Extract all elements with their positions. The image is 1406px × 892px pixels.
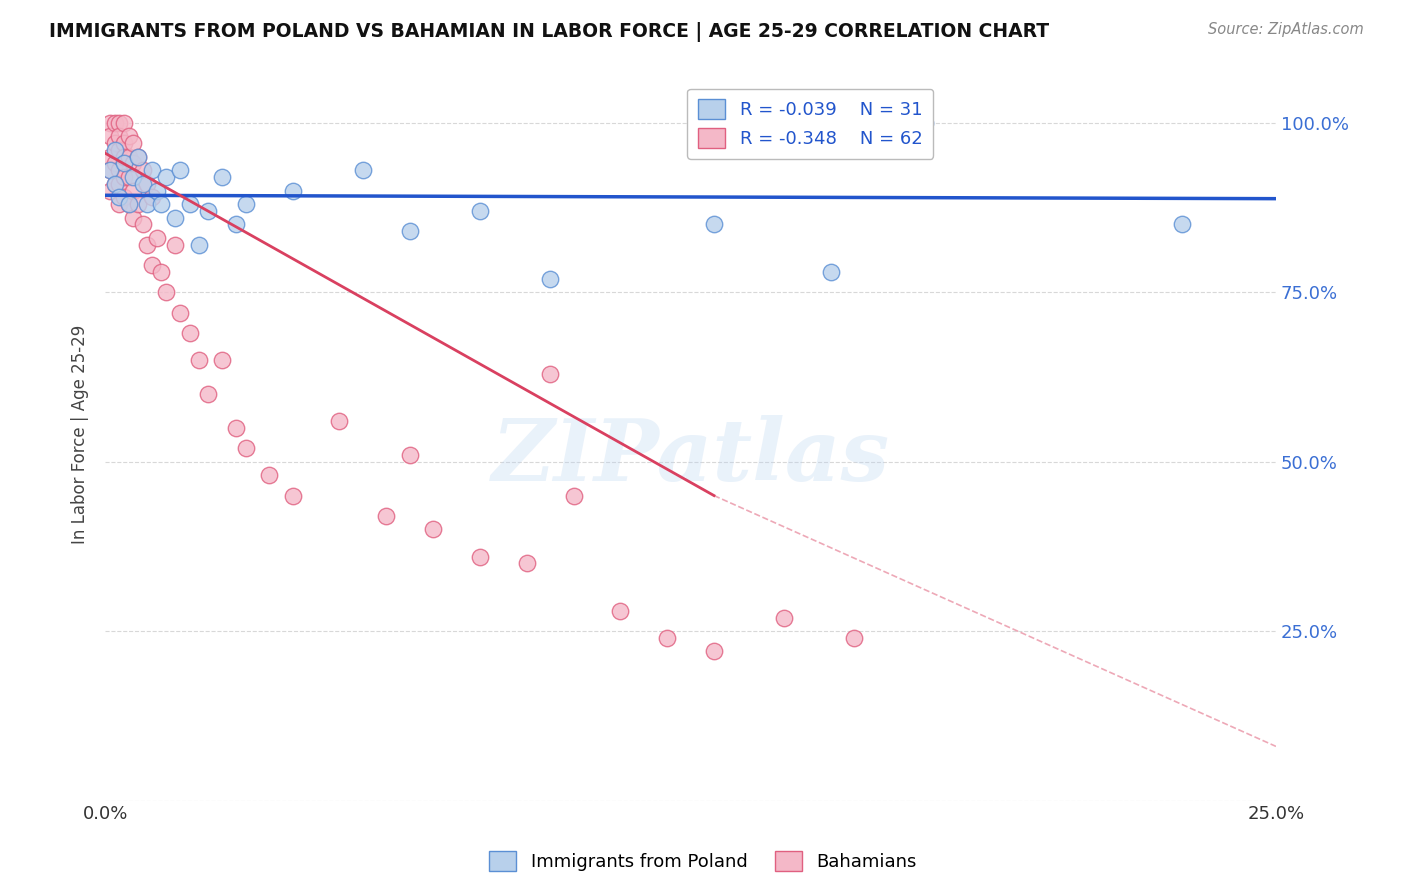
Point	[98, 150, 121, 164]
Point	[131, 177, 153, 191]
Point	[352, 163, 374, 178]
Point	[187, 353, 209, 368]
Point	[117, 129, 139, 144]
Point	[150, 197, 173, 211]
Point	[225, 421, 247, 435]
Point	[257, 468, 280, 483]
Point	[98, 184, 121, 198]
Point	[127, 197, 149, 211]
Point	[98, 116, 121, 130]
Point	[468, 203, 491, 218]
Point	[773, 610, 796, 624]
Point	[169, 163, 191, 178]
Point	[103, 116, 125, 130]
Point	[187, 237, 209, 252]
Point	[127, 150, 149, 164]
Point	[122, 156, 145, 170]
Point	[136, 237, 159, 252]
Point	[398, 224, 420, 238]
Point	[235, 197, 257, 211]
Point	[108, 143, 131, 157]
Point	[538, 271, 561, 285]
Point	[328, 414, 350, 428]
Point	[131, 218, 153, 232]
Point	[155, 285, 177, 300]
Point	[108, 116, 131, 130]
Point	[103, 156, 125, 170]
Point	[108, 177, 131, 191]
Point	[112, 150, 135, 164]
Point	[103, 177, 125, 191]
Text: IMMIGRANTS FROM POLAND VS BAHAMIAN IN LABOR FORCE | AGE 25-29 CORRELATION CHART: IMMIGRANTS FROM POLAND VS BAHAMIAN IN LA…	[49, 22, 1049, 42]
Point	[703, 644, 725, 658]
Point	[165, 237, 187, 252]
Point	[122, 136, 145, 150]
Point	[117, 169, 139, 184]
Legend: Immigrants from Poland, Bahamians: Immigrants from Poland, Bahamians	[482, 844, 924, 879]
Point	[197, 203, 219, 218]
Point	[562, 489, 585, 503]
Point	[281, 489, 304, 503]
Point	[112, 116, 135, 130]
Point	[197, 387, 219, 401]
Point	[108, 197, 131, 211]
Point	[98, 163, 121, 178]
Point	[131, 163, 153, 178]
Point	[375, 508, 398, 523]
Point	[225, 218, 247, 232]
Point	[145, 231, 167, 245]
Point	[609, 604, 631, 618]
Point	[112, 190, 135, 204]
Point	[122, 184, 145, 198]
Legend: R = -0.039    N = 31, R = -0.348    N = 62: R = -0.039 N = 31, R = -0.348 N = 62	[688, 88, 934, 159]
Point	[112, 136, 135, 150]
Point	[211, 353, 233, 368]
Point	[103, 136, 125, 150]
Point	[103, 143, 125, 157]
Point	[141, 190, 163, 204]
Point	[657, 631, 679, 645]
Point	[122, 169, 145, 184]
Point	[103, 177, 125, 191]
Point	[516, 557, 538, 571]
Point	[117, 197, 139, 211]
Point	[211, 169, 233, 184]
Point	[98, 129, 121, 144]
Point	[136, 177, 159, 191]
Point	[1171, 218, 1194, 232]
Point	[112, 156, 135, 170]
Point	[914, 116, 936, 130]
Point	[141, 163, 163, 178]
Point	[165, 211, 187, 225]
Point	[127, 150, 149, 164]
Point	[422, 523, 444, 537]
Point	[538, 367, 561, 381]
Point	[117, 150, 139, 164]
Point	[844, 631, 866, 645]
Point	[108, 190, 131, 204]
Point	[703, 218, 725, 232]
Point	[468, 549, 491, 564]
Point	[108, 129, 131, 144]
Point	[117, 197, 139, 211]
Point	[179, 326, 201, 340]
Point	[108, 163, 131, 178]
Point	[398, 448, 420, 462]
Point	[122, 211, 145, 225]
Point	[150, 265, 173, 279]
Point	[235, 441, 257, 455]
Point	[179, 197, 201, 211]
Point	[98, 163, 121, 178]
Point	[169, 305, 191, 319]
Text: ZIPatlas: ZIPatlas	[492, 415, 890, 499]
Point	[141, 258, 163, 272]
Point	[820, 265, 842, 279]
Y-axis label: In Labor Force | Age 25-29: In Labor Force | Age 25-29	[72, 325, 89, 544]
Point	[281, 184, 304, 198]
Point	[155, 169, 177, 184]
Point	[136, 197, 159, 211]
Point	[145, 184, 167, 198]
Text: Source: ZipAtlas.com: Source: ZipAtlas.com	[1208, 22, 1364, 37]
Point	[112, 169, 135, 184]
